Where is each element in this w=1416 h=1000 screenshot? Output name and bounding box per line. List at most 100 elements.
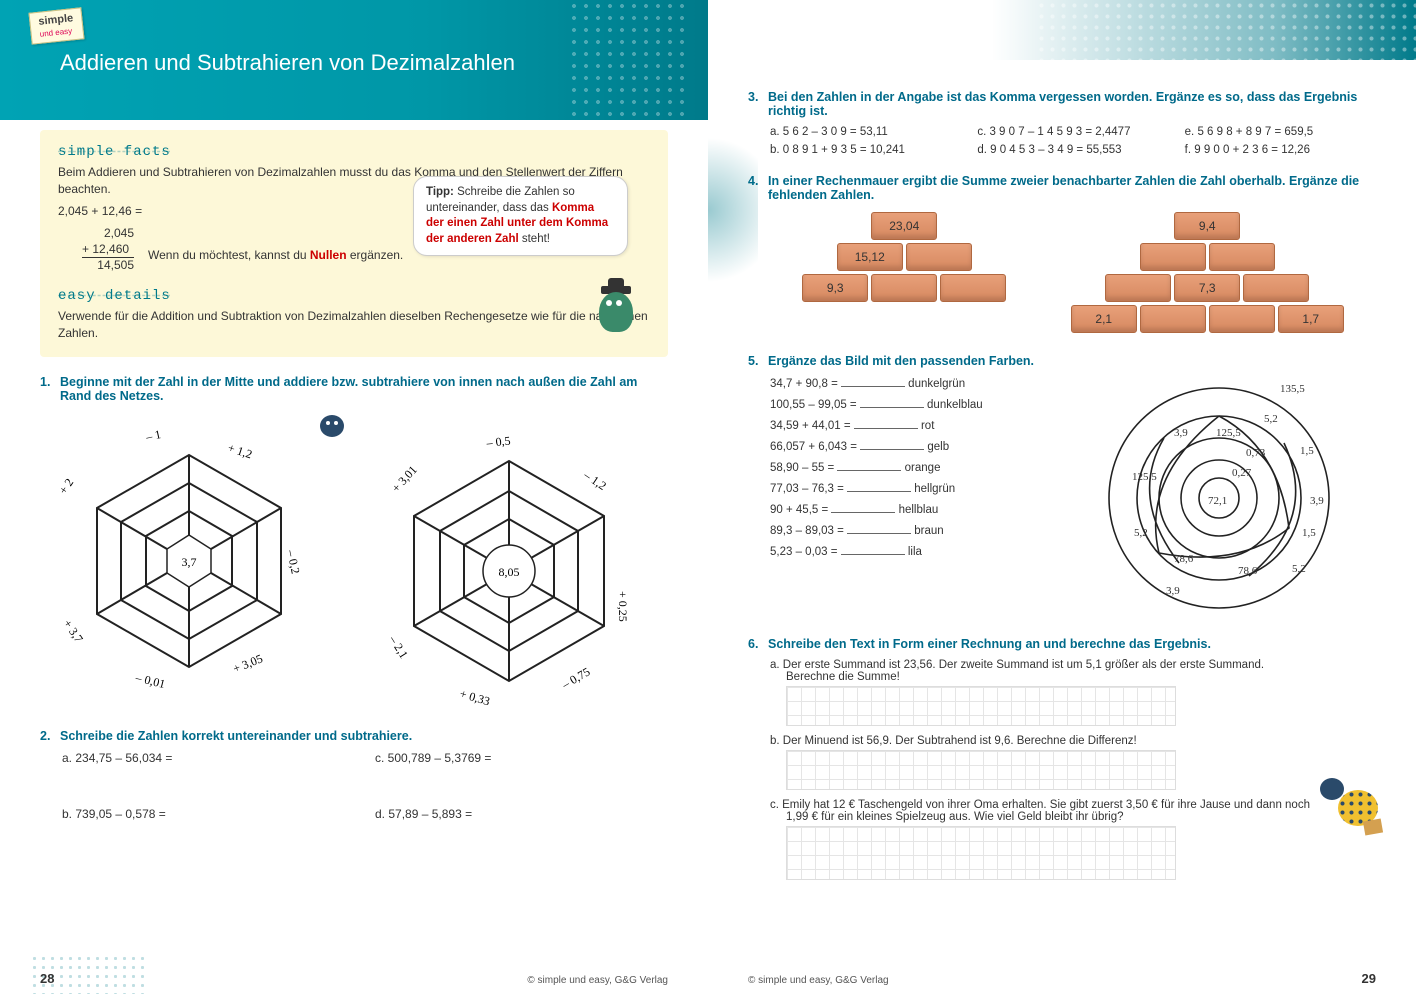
answer-grid [786,826,1176,880]
svg-text:5,2: 5,2 [1264,413,1278,425]
task5-item: 5,23 – 0,03 = lila [770,544,1070,558]
calc2: + 12,460 [82,242,134,259]
brick: 23,04 [871,212,937,240]
svg-text:0,73: 0,73 [1246,447,1266,459]
spider-webs: 3,7 – 1 + 1,2 – 0,2 + 3,05 – 0,01 + 3,7 … [40,411,668,711]
task5-item: 34,59 + 44,01 = rot [770,418,1070,432]
task5-item: 34,7 + 90,8 = dunkelgrün [770,376,1070,390]
calc-column: 2,045 + 12,460 14,505 [82,226,134,274]
task3-grid: a. 5 6 2 – 3 0 9 = 53,11 c. 3 9 0 7 – 1 … [770,126,1376,156]
svg-text:1,5: 1,5 [1300,445,1314,457]
svg-text:+ 3,05: + 3,05 [231,651,265,676]
brand-line1: simple [38,12,74,28]
header-corner [708,0,1416,60]
svg-text:– 1: – 1 [144,427,163,444]
task4-head: 4. In einer Rechenmauer ergibt die Summe… [748,174,1376,202]
brick [871,274,937,302]
task6-b: b. Der Minuend ist 56,9. Der Subtrahend … [770,735,1376,793]
svg-text:+ 3,7: + 3,7 [61,617,86,645]
svg-text:+ 0,25: + 0,25 [616,591,630,622]
svg-text:0,27: 0,27 [1232,467,1252,479]
task3-f: f. 9 9 0 0 + 2 3 6 = 12,26 [1185,144,1376,156]
task3-c: c. 3 9 0 7 – 1 4 5 9 3 = 2,4477 [977,126,1168,138]
brick [940,274,1006,302]
task2-c: c. 500,789 – 5,3769 = [375,751,668,765]
color-circle-figure: 135,5 5,2 3,9 125,5 0,73 1,5 125,5 0,27 … [1084,376,1376,619]
task2-grid: a. 234,75 – 56,034 = c. 500,789 – 5,3769… [62,751,668,821]
svg-text:1,5: 1,5 [1302,527,1316,539]
task5-item: 89,3 – 89,03 = braun [770,523,1070,537]
page-left: Addieren und Subtrahieren von Dezimalzah… [0,0,708,1000]
calc1: 2,045 [82,226,134,242]
decor-dots [568,0,688,120]
brick: 7,3 [1174,274,1240,302]
svg-text:135,5: 135,5 [1280,383,1305,395]
task5-item: 100,55 – 99,05 = dunkelblau [770,397,1070,411]
wall-1: 23,04 15,12 9,3 [802,212,1006,336]
svg-text:3,7: 3,7 [182,555,197,569]
svg-text:+ 2: + 2 [56,476,76,497]
page-number-left: 28 [40,971,54,986]
brick: 9,4 [1174,212,1240,240]
footer-copyright-right: © simple und easy, G&G Verlag [748,975,889,986]
brick [906,243,972,271]
brick [1105,274,1171,302]
easy-details-text: Verwende für die Addition und Subtraktio… [58,308,650,343]
svg-text:+ 0,33: + 0,33 [458,686,491,708]
brick [1209,243,1275,271]
task2-d: d. 57,89 – 5,893 = [375,807,668,821]
task3-b: b. 0 8 9 1 + 9 3 5 = 10,241 [770,144,961,156]
mascot-yellow-icon [1316,776,1386,840]
page-right: 3. Bei den Zahlen in der Angabe ist das … [708,0,1416,1000]
mascot-icon [586,278,646,338]
task3-d: d. 9 0 4 5 3 – 3 4 9 = 55,553 [977,144,1168,156]
svg-text:125,5: 125,5 [1132,471,1157,483]
brick [1209,305,1275,333]
answer-grid [786,686,1176,726]
tip-bubble: Tipp: Schreibe die Zahlen so untereinand… [413,176,628,256]
brick-walls: 23,04 15,12 9,3 9,4 7,3 [770,212,1376,336]
svg-text:– 1,2: – 1,2 [580,467,609,493]
svg-text:8,05: 8,05 [499,565,520,579]
easy-details-heading: easy details [58,288,650,304]
task2-head: 2. Schreibe die Zahlen korrekt untereina… [40,729,668,743]
svg-text:– 0,2: – 0,2 [284,547,303,574]
task3-a: a. 5 6 2 – 3 0 9 = 53,11 [770,126,961,138]
svg-text:– 0,75: – 0,75 [559,664,593,692]
brick [1140,305,1206,333]
task2-a: a. 234,75 – 56,034 = [62,751,355,765]
task6-c: c. Emily hat 12 € Taschengeld von ihrer … [770,799,1376,883]
brick: 1,7 [1278,305,1344,333]
info-box: simple facts Beim Addieren und Subtrahie… [40,130,668,357]
svg-text:78,6: 78,6 [1174,553,1194,565]
brick [1243,274,1309,302]
decor-blob [708,120,758,300]
task6-a: a. Der erste Summand ist 23,56. Der zwei… [770,659,1376,729]
wall-2: 9,4 7,3 2,1 1,7 [1071,212,1344,336]
svg-text:5,2: 5,2 [1134,527,1148,539]
task2-b: b. 739,05 – 0,578 = [62,807,355,821]
task5-row: 34,7 + 90,8 = dunkelgrün 100,55 – 99,05 =… [770,376,1376,619]
svg-text:– 0,5: – 0,5 [485,433,511,450]
task5-head: 5. Ergänze das Bild mit den passenden Fa… [748,354,1376,368]
footer-copyright-left: © simple und easy, G&G Verlag [527,975,668,986]
task5-item: 90 + 45,5 = hellblau [770,502,1070,516]
svg-text:3,9: 3,9 [1166,585,1180,597]
brand-line2: und easy [39,26,72,38]
task5-item: 58,90 – 55 = orange [770,460,1070,474]
brand-badge: simple und easy [28,7,84,44]
brick [1140,243,1206,271]
svg-text:78,6: 78,6 [1238,565,1258,577]
svg-text:5,2: 5,2 [1292,563,1306,575]
brick: 15,12 [837,243,903,271]
task5-item: 66,057 + 6,043 = gelb [770,439,1070,453]
svg-text:3,9: 3,9 [1310,495,1324,507]
brick: 9,3 [802,274,868,302]
page-number-right: 29 [1362,971,1376,986]
task6-head: 6. Schreibe den Text in Form einer Rechn… [748,637,1376,651]
spider-icon [310,407,354,447]
web-diagram-2: 8,05 – 0,5 – 1,2 + 0,25 – 0,75 + 0,33 – … [359,411,659,711]
task3-head: 3. Bei den Zahlen in der Angabe ist das … [748,90,1376,118]
svg-text:– 2,1: – 2,1 [386,632,411,661]
brick: 2,1 [1071,305,1137,333]
